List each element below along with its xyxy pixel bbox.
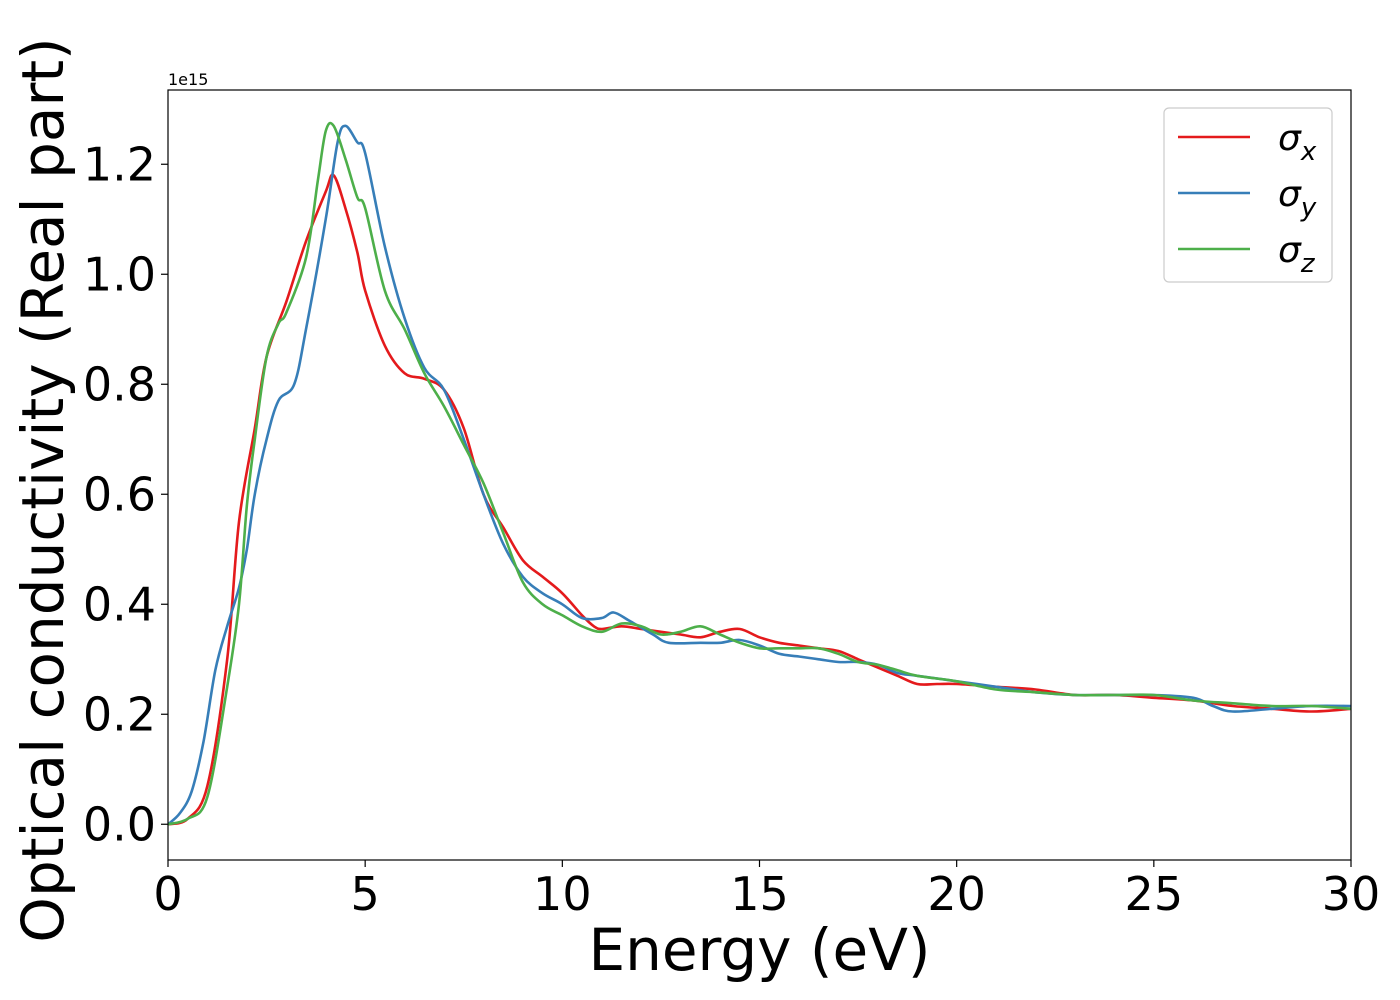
x-tick-label: 0 <box>153 867 182 921</box>
x-axis-label: Energy (eV) <box>588 916 930 984</box>
y-tick-label: 0.6 <box>83 467 156 521</box>
series-line-z <box>168 121 1351 826</box>
legend-label-y: σy <box>1278 174 1317 223</box>
legend: σx σy σz <box>1163 107 1333 283</box>
x-tick-label: 10 <box>533 867 592 921</box>
series-line-y <box>168 124 1351 826</box>
x-tick-label: 25 <box>1125 867 1184 921</box>
x-tick-label: 15 <box>730 867 789 921</box>
x-tick-label: 30 <box>1322 867 1381 921</box>
ticks-layer: 0 5 10 15 20 25 30 0.0 0.2 0.4 0.6 0.8 1.0 1.2 <box>83 137 1380 921</box>
x-tick-label: 5 <box>351 867 380 921</box>
y-tick-label: 1.0 <box>83 247 156 301</box>
legend-box <box>1163 107 1333 283</box>
x-tick-label: 20 <box>927 867 986 921</box>
legend-label-x: σx <box>1278 118 1317 167</box>
y-offset-text: 1e15 <box>168 70 208 89</box>
y-tick-label: 0.8 <box>83 357 156 411</box>
y-tick-label: 1.2 <box>83 137 156 191</box>
series-layer <box>168 121 1351 826</box>
y-tick-label: 0.2 <box>83 687 156 741</box>
legend-label-z: σz <box>1278 230 1316 279</box>
y-tick-label: 0.0 <box>83 797 156 851</box>
y-axis-label: Optical conductivity (Real part) <box>9 37 77 942</box>
y-tick-label: 0.4 <box>83 577 156 631</box>
